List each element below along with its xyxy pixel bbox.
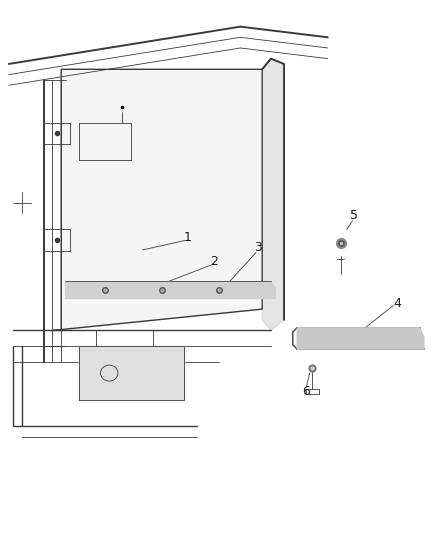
- Text: 4: 4: [394, 297, 402, 310]
- Text: 5: 5: [350, 209, 358, 222]
- Text: 2: 2: [210, 255, 218, 268]
- Polygon shape: [297, 328, 424, 349]
- Text: 6: 6: [302, 385, 310, 398]
- Polygon shape: [79, 346, 184, 400]
- Polygon shape: [262, 59, 284, 330]
- Polygon shape: [66, 282, 275, 298]
- Text: 1: 1: [184, 231, 192, 244]
- Text: 3: 3: [254, 241, 262, 254]
- Polygon shape: [52, 69, 262, 330]
